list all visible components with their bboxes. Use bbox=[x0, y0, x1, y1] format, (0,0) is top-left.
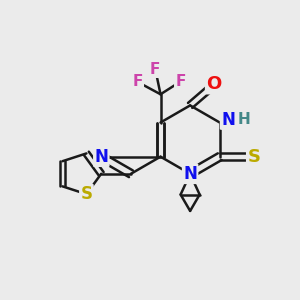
Text: N: N bbox=[221, 110, 235, 128]
Text: S: S bbox=[248, 148, 260, 166]
Text: H: H bbox=[237, 112, 250, 127]
Text: O: O bbox=[206, 75, 221, 93]
Text: F: F bbox=[133, 74, 143, 89]
Text: S: S bbox=[80, 185, 92, 203]
Text: F: F bbox=[175, 74, 186, 89]
Text: N: N bbox=[183, 165, 197, 183]
Text: F: F bbox=[149, 62, 160, 77]
Text: N: N bbox=[94, 148, 108, 166]
